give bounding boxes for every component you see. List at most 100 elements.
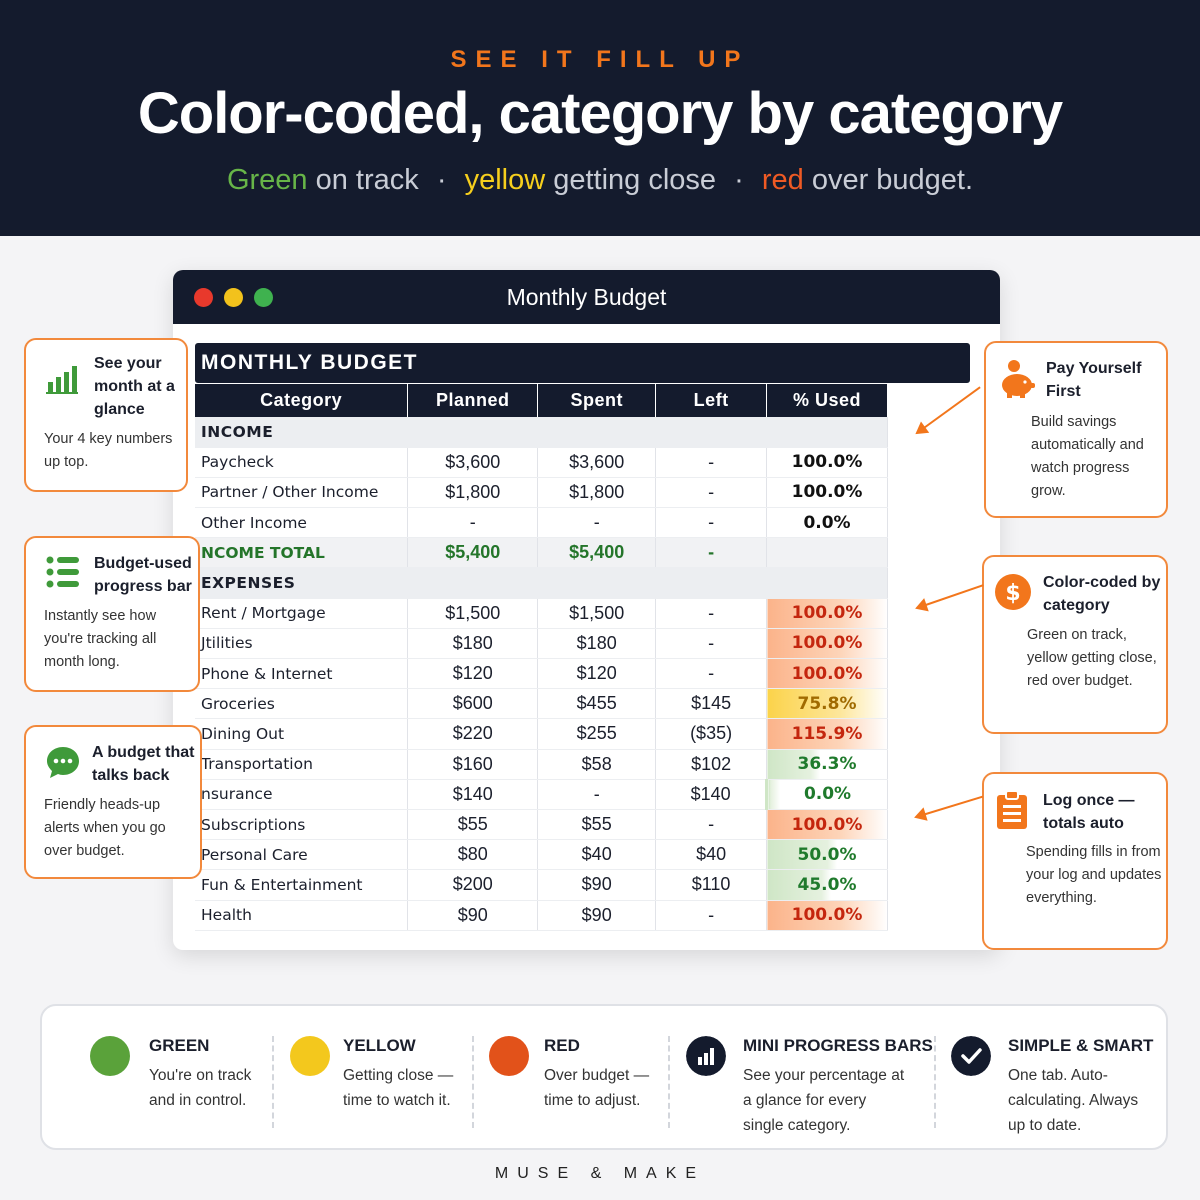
cell-category[interactable]: Groceries [195, 688, 409, 720]
cell-left[interactable]: - [655, 507, 768, 539]
cell-planned[interactable]: $600 [407, 688, 539, 720]
cell-left[interactable]: $102 [655, 749, 768, 780]
cell-left[interactable]: $40 [655, 839, 768, 871]
cell-category[interactable]: Jtilities [195, 628, 409, 660]
cell-planned[interactable]: $220 [407, 718, 539, 750]
cell-category[interactable]: NCOME TOTAL [195, 537, 409, 569]
cell-left[interactable]: - [655, 598, 768, 629]
cell-category[interactable]: Other Income [195, 507, 409, 539]
column-header-left[interactable]: Left [655, 384, 768, 417]
cell-planned[interactable]: $1,500 [407, 598, 539, 629]
cell-category[interactable]: Transportation [195, 749, 409, 780]
minimize-window-button[interactable] [224, 288, 243, 307]
cell-spent[interactable]: $55 [537, 809, 657, 841]
cell-left[interactable]: - [655, 477, 768, 509]
cell-pct-used[interactable]: 100.0% [766, 658, 888, 690]
cell-spent[interactable]: - [537, 507, 657, 539]
cell-left[interactable]: ($35) [655, 718, 768, 750]
cell-left[interactable]: - [655, 809, 768, 841]
cell-category[interactable]: Rent / Mortgage [195, 598, 409, 629]
cell-planned[interactable]: $120 [407, 658, 539, 690]
cell-spent[interactable]: $40 [537, 839, 657, 871]
cell-left[interactable]: - [655, 447, 768, 478]
cell-category[interactable]: Subscriptions [195, 809, 409, 841]
cell-spent[interactable]: $180 [537, 628, 657, 660]
cell-pct-used[interactable]: 115.9% [766, 718, 888, 750]
cell-planned[interactable]: $80 [407, 839, 539, 871]
cell-planned[interactable]: $90 [407, 900, 539, 931]
cell-spent[interactable]: $255 [537, 718, 657, 750]
cell-planned[interactable]: $3,600 [407, 447, 539, 478]
cell-pct-used[interactable]: 75.8% [766, 688, 888, 720]
cell-pct-used[interactable]: 36.3% [766, 749, 888, 780]
legend-divider [472, 1036, 474, 1128]
cell-pct-used[interactable]: 45.0% [766, 869, 888, 901]
subtitle-green-rest: on track [307, 164, 419, 196]
cell-planned[interactable]: $1,800 [407, 477, 539, 509]
cell-pct-used[interactable]: 100.0% [766, 900, 888, 931]
section-label: EXPENSES [195, 567, 888, 599]
cell-spent[interactable]: $58 [537, 749, 657, 780]
cell-spent[interactable]: $1,500 [537, 598, 657, 629]
cell-category[interactable]: Personal Care [195, 839, 409, 871]
cell-planned[interactable]: $5,400 [407, 537, 539, 569]
table-row: Jtilities $180 $180-100.0% [195, 628, 888, 660]
cell-left[interactable]: $145 [655, 688, 768, 720]
cell-pct-used[interactable]: 100.0% [766, 447, 888, 478]
maximize-window-button[interactable] [254, 288, 273, 307]
legend-smart-desc: One tab. Auto-calculating. Always up to … [1008, 1067, 1139, 1134]
cell-left[interactable]: - [655, 658, 768, 690]
close-window-button[interactable] [194, 288, 213, 307]
cell-pct-used[interactable]: 100.0% [766, 477, 888, 509]
cell-planned[interactable]: - [407, 507, 539, 539]
cell-pct-used[interactable]: 100.0% [766, 598, 888, 629]
cell-pct-used[interactable]: 0.0% [766, 507, 888, 539]
cell-category[interactable]: Health [195, 900, 409, 931]
legend-bars-title: MINI PROGRESS BARS [743, 1036, 933, 1055]
cell-category[interactable]: Paycheck [195, 447, 409, 478]
column-header-spent[interactable]: Spent [537, 384, 657, 417]
cell-planned[interactable]: $160 [407, 749, 539, 780]
cell-planned[interactable]: $140 [407, 779, 539, 810]
cell-pct-used[interactable]: 100.0% [766, 809, 888, 841]
legend-smart-title: SIMPLE & SMART [1008, 1036, 1154, 1055]
cell-planned[interactable]: $200 [407, 869, 539, 901]
cell-spent[interactable]: $90 [537, 869, 657, 901]
callout-pay-yourself: Pay Yourself First Build savings automat… [984, 341, 1168, 518]
column-header-planned[interactable]: Planned [407, 384, 539, 417]
cell-category[interactable]: nsurance [195, 779, 409, 810]
cell-category[interactable]: Phone & Internet [195, 658, 409, 690]
cell-spent[interactable]: $120 [537, 658, 657, 690]
cell-left[interactable]: $110 [655, 869, 768, 901]
cell-spent[interactable]: $5,400 [537, 537, 657, 569]
cell-spent[interactable]: $1,800 [537, 477, 657, 509]
cell-spent[interactable]: - [537, 779, 657, 810]
cell-category[interactable]: Dining Out [195, 718, 409, 750]
red-dot-icon [489, 1036, 529, 1076]
cell-left[interactable]: - [655, 900, 768, 931]
cell-category[interactable]: Partner / Other Income [195, 477, 409, 509]
cell-spent[interactable]: $455 [537, 688, 657, 720]
cell-planned[interactable]: $55 [407, 809, 539, 841]
callout-glance-desc: Your 4 key numbers up top. [44, 431, 173, 470]
table-row: Partner / Other Income $1,800 $1,800-100.0… [195, 477, 888, 509]
subtitle-separator: · [734, 164, 744, 196]
page-title: Color-coded, category by category [137, 81, 1063, 146]
cell-pct-used[interactable]: 50.0% [766, 839, 888, 871]
cell-left[interactable]: - [655, 628, 768, 660]
cell-category[interactable]: Fun & Entertainment [195, 869, 409, 901]
cell-planned[interactable]: $180 [407, 628, 539, 660]
column-header-pct-used[interactable]: % Used [766, 384, 888, 417]
callout-progress-title: Budget-used progress bar [94, 555, 192, 595]
legend-red-title: RED [544, 1036, 580, 1055]
cell-pct-used[interactable]: 0.0% [765, 779, 888, 810]
cell-left[interactable]: - [655, 537, 768, 569]
clipboard-icon [997, 790, 1027, 829]
cell-spent[interactable]: $90 [537, 900, 657, 931]
column-header-category[interactable]: Category [195, 384, 409, 417]
cell-pct-used[interactable]: 100.0% [766, 628, 888, 660]
cell-pct-used[interactable] [766, 537, 888, 569]
cell-spent[interactable]: $3,600 [537, 447, 657, 478]
cell-left[interactable]: $140 [655, 779, 768, 810]
table-row: Paycheck $3,600 $3,600-100.0% [195, 447, 888, 478]
